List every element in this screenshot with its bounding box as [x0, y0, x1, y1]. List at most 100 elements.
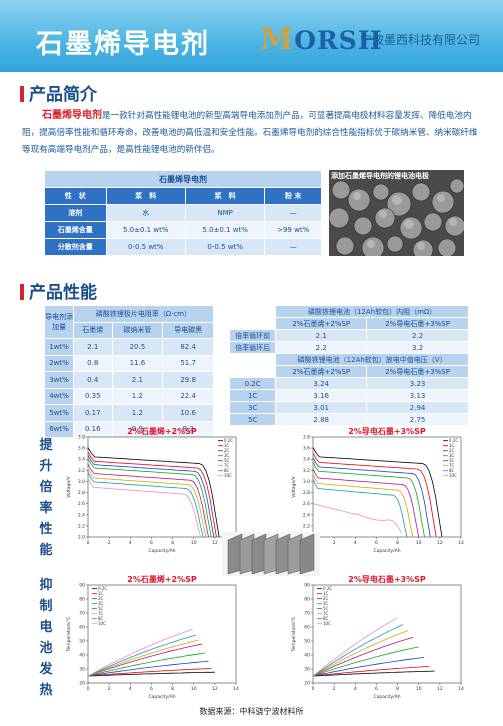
spec-header: 性 状: [44, 187, 107, 205]
series-line-8C: [312, 624, 404, 677]
legend-label: 8C: [224, 468, 230, 473]
y-tick-label: 60: [304, 625, 310, 631]
intro-text: 是一款针对高性能锂电池的新型高端导电添加剂产品，可显著提高电极材料容量发挥、降低…: [22, 111, 478, 155]
resist-cell: 1.2: [111, 404, 164, 422]
chart-title: 2%石墨烯+2%SP: [127, 426, 197, 436]
legend-label: 5C: [449, 458, 455, 463]
y-axis-label: Temperature/℃: [291, 616, 297, 652]
cell-header: 2%导电石墨+3%SP: [366, 365, 469, 378]
y-tick-label: 2.2: [303, 523, 310, 529]
cell-row-label: 3C: [228, 401, 277, 414]
y-tick-label: 3.8: [303, 435, 310, 441]
cell-value: 3.23: [366, 377, 469, 390]
series-line-1C: [312, 666, 430, 677]
x-axis-label: Capacity/Ah: [373, 694, 400, 700]
resist-cell: 0.17: [73, 404, 113, 422]
x-tick-label: 12: [212, 686, 218, 692]
company-logo: MORSH 宁波墨西科技有限公司: [245, 22, 495, 57]
resist-cell: 2.1: [73, 338, 113, 356]
y-axis-label: Voltage/V: [66, 475, 72, 497]
logo-wordmark: MORSH: [260, 22, 383, 57]
y-tick-label: 90: [79, 583, 85, 589]
series-line-8C: [87, 472, 204, 538]
spec-cell: NMP: [184, 204, 266, 222]
cell-row-label: 倍率循环前: [228, 329, 277, 342]
spec-cell: 0-0.5 wt%: [105, 238, 186, 256]
y-tick-label: 50: [304, 639, 310, 645]
resist-header: 石墨烯: [73, 321, 113, 339]
y-tick-label: 2.0: [78, 535, 85, 541]
resist-cell: 22.4: [162, 387, 214, 405]
x-tick-label: 2: [333, 540, 336, 546]
legend-label: 2C: [449, 448, 455, 453]
chart-title: 2%导电石墨+3%SP: [348, 574, 426, 584]
x-tick-label: 10: [416, 686, 422, 692]
y-tick-label: 3.0: [78, 479, 85, 485]
cell-value: 3.16: [275, 389, 368, 402]
legend-label: 3C: [449, 453, 455, 458]
x-tick-label: 12: [437, 686, 443, 692]
series-line-0.2C: [87, 671, 215, 677]
y-tick-label: 3.8: [78, 435, 85, 441]
x-tick-label: 8: [171, 686, 174, 692]
spec-header: 浆 料: [105, 187, 186, 205]
spec-cell: 水: [105, 204, 186, 222]
y-tick-label: 2.4: [78, 512, 85, 518]
series-line-8C: [87, 634, 196, 677]
series-line-3C: [312, 646, 419, 677]
series-line-7C: [312, 474, 414, 538]
series-line-2C: [87, 660, 209, 677]
heading-marker: [20, 86, 24, 102]
y-tick-label: 3.0: [303, 479, 310, 485]
legend-label: 8C: [449, 468, 455, 473]
series-line-5C: [312, 636, 414, 677]
cell-title-2: 磷酸铁锂电池（12Ah软包）放电中值电压（V）: [275, 353, 469, 366]
x-tick-label: 2: [108, 540, 111, 546]
y-axis-label: Voltage/V: [291, 475, 297, 497]
series-line-5C: [87, 464, 209, 538]
plot-area: [312, 436, 462, 538]
legend-label: 7C: [449, 463, 455, 468]
voltage-chart-svg-2: 2%导电石墨+3%SP024681012142.02.22.42.62.83.0…: [291, 426, 464, 554]
series-line-3C: [312, 461, 425, 538]
x-tick-label: 4: [129, 540, 132, 546]
legend-label: 5C: [98, 606, 104, 611]
legend-label: 2C: [323, 596, 329, 601]
series-line-5C: [87, 643, 203, 677]
x-tick-label: 10: [191, 540, 197, 546]
cell-header: 2%导电石墨+3%SP: [366, 317, 469, 330]
heading-marker: [20, 284, 24, 300]
x-tick-label: 8: [396, 686, 399, 692]
series-line-7C: [87, 639, 200, 677]
spec-cell: —: [264, 238, 322, 256]
cell-table: 磷酸铁锂电池（12Ah软包）内阻（mΩ） 2%石墨烯+2%SP 2%导电石墨+3%…: [228, 305, 469, 426]
cell-value: 3.01: [275, 401, 368, 414]
y-tick-label: 2.2: [78, 523, 85, 529]
y-tick-label: 60: [79, 625, 85, 631]
battery-photo: [222, 532, 320, 576]
y-axis-label: Temperature/℃: [66, 616, 72, 652]
series-line-0.2C: [312, 670, 435, 677]
chart-temp-graphene: 2%石墨烯+2%SP 0 2 4 6 8 10 12 14 20 30 40 50 60 70 80 90 Cap…: [64, 573, 242, 701]
x-tick-label: 0: [87, 686, 90, 692]
cell-value: 2.2: [366, 329, 469, 342]
y-tick-label: 90: [304, 583, 310, 589]
legend-label: 0.2C: [224, 438, 233, 443]
y-tick-label: 2.8: [78, 490, 85, 496]
chart-title: 2%导电石墨+3%SP: [348, 426, 426, 436]
series-line-10C: [87, 628, 193, 677]
series-line-7C: [312, 630, 409, 677]
spec-cell: 5.0±0.1 wt%: [105, 221, 186, 239]
x-tick-label: 2: [333, 686, 336, 692]
series-line-1C: [312, 452, 437, 538]
resist-cell: 1.2: [111, 387, 164, 405]
legend-label: 10C: [98, 621, 106, 626]
y-tick-label: 3.4: [78, 457, 85, 463]
resist-row-label: 2wt%: [44, 354, 74, 372]
x-tick-label: 6: [150, 686, 153, 692]
legend-label: 1C: [98, 591, 104, 596]
company-name: 宁波墨西科技有限公司: [360, 33, 481, 47]
resist-header: 碳纳米管: [111, 321, 164, 339]
cell-value: 3.2: [366, 341, 469, 354]
legend-label: 3C: [98, 601, 104, 606]
